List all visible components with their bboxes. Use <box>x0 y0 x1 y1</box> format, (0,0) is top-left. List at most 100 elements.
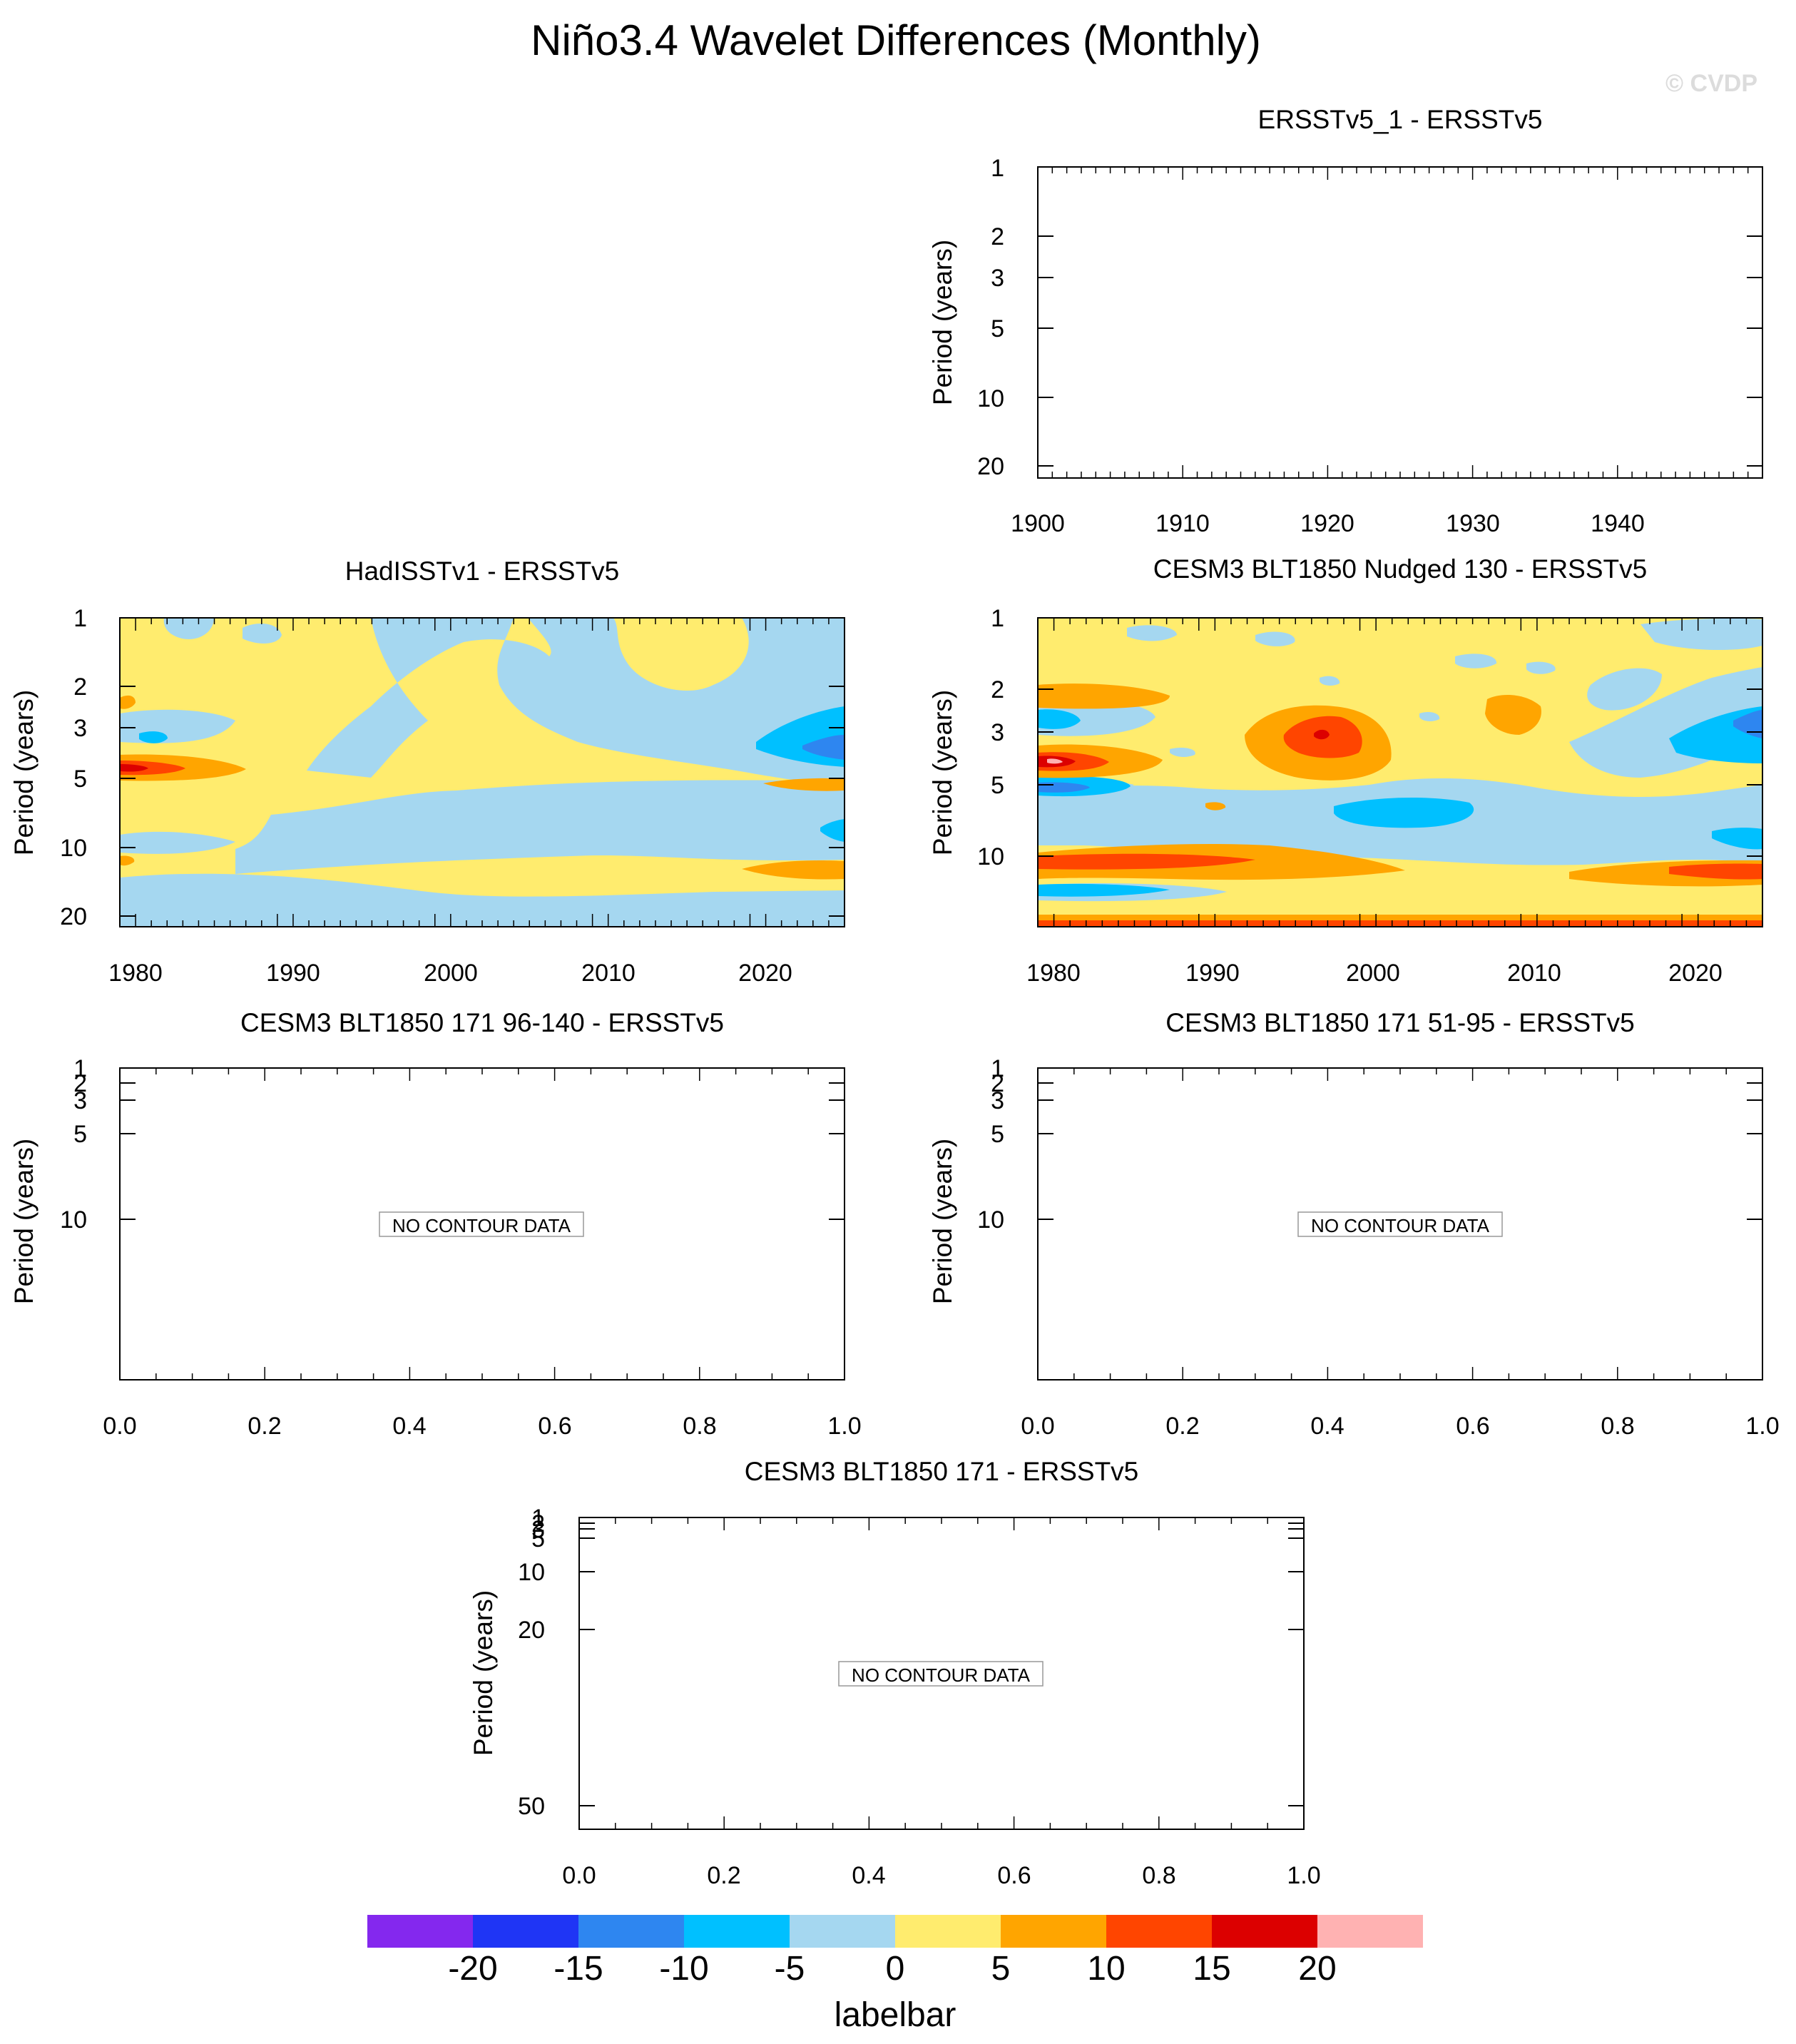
colorbar: -20 -15 -10 -5 0 5 10 15 20 labelbar <box>367 1915 1423 2034</box>
no-data-label: NO CONTOUR DATA <box>1311 1215 1490 1236</box>
x-tick-label: 0.8 <box>1601 1413 1634 1440</box>
contour-level-10-to-15 <box>1669 863 1762 880</box>
y-axis-label: Period (years) <box>928 690 957 855</box>
y-tick-label: 2 <box>531 1510 545 1537</box>
y-tick-label: 2 <box>73 673 87 701</box>
colorbar-label: 15 <box>1193 1950 1230 1988</box>
contour-level-neg10-to-neg5 <box>139 731 168 743</box>
x-tick-label: 1990 <box>266 960 320 987</box>
colorbar-box <box>1317 1915 1423 1948</box>
x-tick-label: 1910 <box>1155 510 1210 537</box>
y-tick-label: 20 <box>977 453 1004 480</box>
x-tick-label: 0.6 <box>997 1862 1031 1889</box>
x-tick-label: 0.6 <box>538 1413 571 1440</box>
x-tick-labels: 1900 1910 1920 1930 1940 <box>1011 510 1645 537</box>
y-tick-label: 2 <box>991 223 1004 250</box>
x-tick-labels: 0.0 0.2 0.4 0.6 0.8 1.0 <box>1021 1413 1779 1440</box>
colorbar-title: labelbar <box>835 1996 956 2034</box>
y-tick-label: 2 <box>73 1070 87 1097</box>
plot-frame <box>1037 617 1763 927</box>
x-minor-ticks <box>1037 167 1763 478</box>
y-tick-labels: 1 2 3 5 10 <box>977 1055 1004 1234</box>
contour-level-5-to-10 <box>742 860 845 880</box>
contour-level-neg5-to-0 <box>120 831 235 854</box>
contour-level-neg5-to-0 <box>1526 661 1556 674</box>
no-data-label: NO CONTOUR DATA <box>852 1664 1031 1686</box>
x-tick-label: 0.2 <box>248 1413 281 1440</box>
x-tick-label: 0.0 <box>103 1413 136 1440</box>
x-tick-label: 0.8 <box>1142 1862 1175 1889</box>
x-tick-label: 0.0 <box>1021 1413 1054 1440</box>
no-data-box: NO CONTOUR DATA <box>838 1661 1044 1687</box>
no-data-box: NO CONTOUR DATA <box>379 1211 584 1237</box>
contour-level-neg5-to-0 <box>243 624 282 644</box>
x-tick-label: 0.4 <box>852 1862 885 1889</box>
y-tick-label: 3 <box>991 719 1004 746</box>
x-minor-ticks <box>119 1068 845 1380</box>
contour-field <box>120 618 845 927</box>
y-ticks <box>120 617 845 917</box>
y-axis-label: Period (years) <box>9 1139 39 1304</box>
colorbar-label: 10 <box>1087 1950 1125 1988</box>
contour-level-neg5-to-0 <box>163 618 214 639</box>
x-tick-label: 1990 <box>1185 960 1240 987</box>
x-minor-ticks <box>119 618 845 927</box>
y-ticks <box>1038 617 1762 857</box>
no-data-frame <box>838 1661 1044 1687</box>
y-tick-label: 10 <box>977 1206 1004 1234</box>
contour-level-10-to-15 <box>1038 920 1762 927</box>
contour-level-neg5-to-0 <box>1255 631 1295 646</box>
colorbar-box <box>790 1915 895 1948</box>
contour-level-gt-20 <box>1047 758 1063 764</box>
contour-level-5-to-10 <box>120 855 135 866</box>
no-data-box: NO CONTOUR DATA <box>1297 1211 1503 1237</box>
x-tick-label: 0.8 <box>683 1413 716 1440</box>
colorbar-label: -15 <box>553 1950 603 1988</box>
y-ticks <box>120 1067 845 1220</box>
x-tick-labels: 0.0 0.2 0.4 0.6 0.8 1.0 <box>103 1413 861 1440</box>
contour-level-neg10-to-neg5 <box>1712 828 1762 850</box>
y-tick-label: 3 <box>531 1516 545 1543</box>
panel-title: HadISSTv1 - ERSSTv5 <box>345 556 620 586</box>
x-tick-label: 2000 <box>424 960 478 987</box>
x-tick-label: 2000 <box>1346 960 1400 987</box>
panel-title: CESM3 BLT1850 171 51-95 - ERSSTv5 <box>1165 1008 1634 1037</box>
y-tick-label: 1 <box>991 605 1004 632</box>
y-tick-label: 10 <box>977 843 1004 870</box>
panel-cesm3-96-140: CESM3 BLT1850 171 96-140 - ERSSTv5 Perio… <box>9 1008 862 1440</box>
colorbar-box <box>1212 1915 1317 1948</box>
x-tick-label: 0.2 <box>707 1862 740 1889</box>
x-tick-labels: 0.0 0.2 0.4 0.6 0.8 1.0 <box>562 1862 1320 1889</box>
contour-level-neg5-to-0 <box>1170 747 1195 758</box>
x-tick-label: 1980 <box>108 960 163 987</box>
x-tick-labels: 1980 1990 2000 2010 2020 <box>108 960 792 987</box>
x-tick-label: 1.0 <box>1745 1413 1779 1440</box>
contour-level-neg5-to-0 <box>120 873 845 927</box>
colorbar-box <box>473 1915 578 1948</box>
y-tick-label: 20 <box>60 903 87 930</box>
colorbar-box <box>684 1915 790 1948</box>
x-minor-ticks <box>1037 618 1763 927</box>
y-tick-label: 1 <box>991 1055 1004 1082</box>
y-tick-label: 5 <box>991 315 1004 342</box>
contour-level-10-to-15 <box>1038 853 1255 870</box>
colorbar-label: 0 <box>886 1950 905 1988</box>
no-data-frame <box>1297 1211 1503 1237</box>
y-ticks <box>579 1517 1304 1806</box>
y-tick-labels: 1 2 3 5 10 20 50 <box>518 1505 545 1820</box>
x-tick-label: 0.0 <box>562 1862 596 1889</box>
x-tick-label: 2020 <box>738 960 792 987</box>
x-tick-label: 1.0 <box>827 1413 861 1440</box>
x-tick-label: 2010 <box>1507 960 1561 987</box>
y-ticks <box>1038 1067 1762 1220</box>
x-tick-labels: 1980 1990 2000 2010 2020 <box>1026 960 1723 987</box>
x-tick-label: 1920 <box>1300 510 1354 537</box>
contour-level-neg5-to-0 <box>307 618 845 786</box>
colorbar-box <box>1001 1915 1106 1948</box>
figure-title: Niño3.4 Wavelet Differences (Monthly) <box>531 16 1261 64</box>
y-ticks <box>1038 166 1762 467</box>
panel-title: ERSSTv5_1 - ERSSTv5 <box>1258 105 1543 134</box>
panel-title: CESM3 BLT1850 Nudged 130 - ERSSTv5 <box>1153 554 1647 584</box>
y-tick-label: 10 <box>977 385 1004 412</box>
